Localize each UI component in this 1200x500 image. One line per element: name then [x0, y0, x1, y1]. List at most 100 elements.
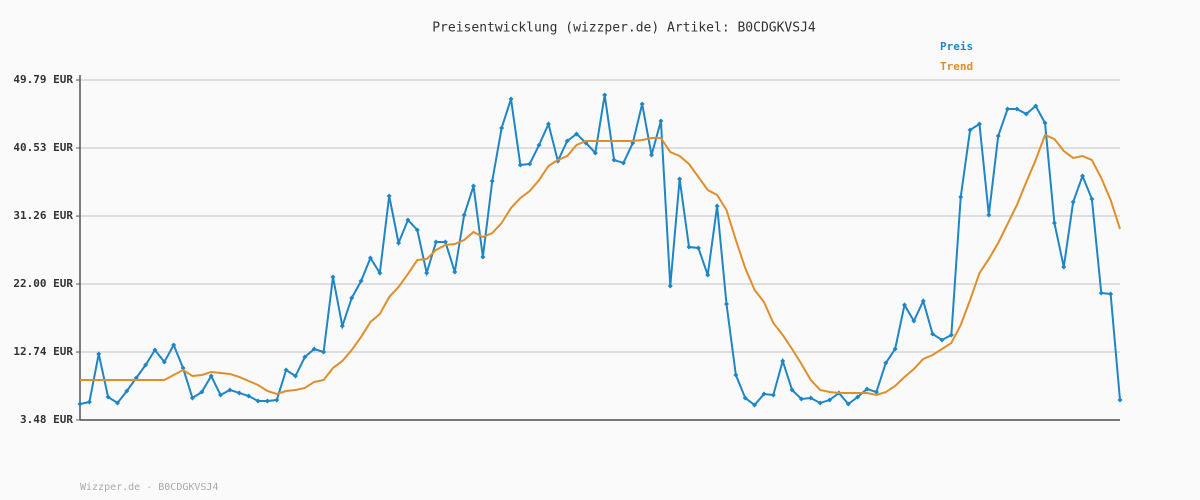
point	[864, 386, 870, 392]
point	[264, 398, 270, 404]
point	[639, 101, 645, 107]
point	[161, 359, 167, 365]
point	[321, 349, 327, 355]
point	[405, 217, 411, 223]
point	[461, 212, 467, 218]
point	[649, 152, 655, 158]
point	[292, 373, 298, 379]
footer: Wizzper.de - B0CDGKVSJ4	[80, 482, 218, 493]
point	[911, 318, 917, 324]
point	[902, 302, 908, 308]
point	[274, 397, 280, 403]
point	[574, 131, 580, 137]
point	[752, 402, 758, 408]
point	[1051, 220, 1057, 226]
point	[527, 161, 533, 167]
point	[545, 121, 551, 127]
point	[1042, 120, 1048, 126]
y-tick-label: 40.53 EUR	[13, 141, 73, 154]
point	[705, 272, 711, 278]
point	[789, 387, 795, 393]
point	[77, 401, 83, 407]
point	[930, 331, 936, 337]
point	[714, 203, 720, 209]
point	[283, 367, 289, 373]
point	[1023, 111, 1029, 117]
point	[124, 388, 130, 394]
point	[1108, 291, 1114, 297]
point	[958, 194, 964, 200]
point	[798, 396, 804, 402]
point	[808, 395, 814, 401]
point	[995, 133, 1001, 139]
plot	[77, 92, 1123, 408]
point	[189, 395, 195, 401]
point	[967, 127, 973, 133]
point	[592, 150, 598, 156]
point	[920, 298, 926, 304]
point	[471, 183, 477, 189]
point	[199, 389, 205, 395]
point	[1014, 106, 1020, 112]
y-tick-label: 3.48 EUR	[20, 413, 73, 426]
point	[1005, 106, 1011, 112]
y-tick-label: 22.00 EUR	[13, 277, 73, 290]
point	[939, 337, 945, 343]
point	[723, 301, 729, 307]
point	[143, 362, 149, 368]
legend-label: Preis	[940, 40, 973, 53]
point	[377, 270, 383, 276]
point	[246, 393, 252, 399]
point	[367, 255, 373, 261]
point	[517, 162, 523, 168]
point	[424, 270, 430, 276]
point	[227, 387, 233, 393]
point	[442, 239, 448, 245]
point	[1070, 199, 1076, 205]
point	[976, 121, 982, 127]
point	[508, 96, 514, 102]
point	[817, 400, 823, 406]
point	[1080, 173, 1086, 179]
point	[873, 389, 879, 395]
point	[480, 254, 486, 260]
point	[414, 227, 420, 233]
point	[827, 397, 833, 403]
point	[564, 138, 570, 144]
point	[255, 398, 261, 404]
point	[1033, 103, 1039, 109]
point	[620, 160, 626, 166]
point	[536, 142, 542, 148]
grid: 3.48 EUR 12.74 EUR 22.00 EUR 31.26 EUR 40.53…	[13, 73, 1120, 426]
point	[677, 176, 683, 182]
point	[114, 400, 120, 406]
y-tick-label: 12.74 EUR	[13, 345, 73, 358]
legend-label: Trend	[940, 60, 973, 73]
y-tick-label: 31.26 EUR	[13, 209, 73, 222]
point	[171, 342, 177, 348]
point	[986, 212, 992, 218]
point	[96, 351, 102, 357]
point	[742, 395, 748, 401]
point	[180, 365, 186, 371]
point	[302, 354, 308, 360]
point	[339, 323, 345, 329]
point	[386, 193, 392, 199]
point	[1117, 397, 1123, 403]
point	[236, 390, 242, 396]
point	[733, 372, 739, 378]
point	[611, 157, 617, 163]
point	[358, 278, 364, 284]
point	[695, 245, 701, 251]
point	[489, 178, 495, 184]
point	[433, 239, 439, 245]
point	[152, 347, 158, 353]
point	[105, 394, 111, 400]
point	[349, 295, 355, 301]
point	[452, 269, 458, 275]
point	[499, 125, 505, 131]
point	[667, 283, 673, 289]
point	[892, 346, 898, 352]
